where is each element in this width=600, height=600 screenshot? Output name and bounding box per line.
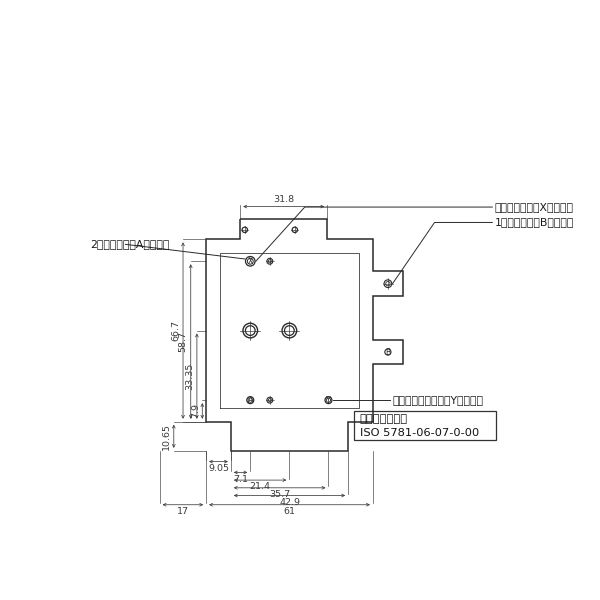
Text: 1次側ポート（Bポート）: 1次側ポート（Bポート）: [494, 217, 574, 227]
Text: 外部ドレンポート（Yポート）: 外部ドレンポート（Yポート）: [392, 395, 484, 405]
Text: ベントポート（Xポート）: ベントポート（Xポート）: [494, 202, 574, 212]
Text: 33.35: 33.35: [185, 362, 194, 390]
Text: 7.9: 7.9: [191, 403, 200, 418]
Text: 66.7: 66.7: [171, 320, 180, 341]
Text: 2次側ポート（Aポート）: 2次側ポート（Aポート）: [91, 239, 170, 250]
Bar: [354, 411, 496, 440]
Text: 61: 61: [284, 507, 296, 516]
Text: A: A: [248, 395, 253, 404]
Text: 取付面（準拠）: 取付面（準拠）: [360, 413, 408, 424]
Text: 31.8: 31.8: [273, 194, 295, 203]
Text: 9.05: 9.05: [208, 464, 229, 473]
Text: 58.7: 58.7: [179, 331, 188, 352]
Text: 10.65: 10.65: [162, 423, 171, 450]
Text: 35.7: 35.7: [269, 490, 290, 499]
Text: 7.1: 7.1: [233, 475, 248, 484]
Text: 21.4: 21.4: [250, 482, 271, 491]
Text: Y: Y: [326, 395, 331, 404]
Text: 17: 17: [177, 507, 189, 516]
Text: B: B: [385, 347, 391, 356]
Text: ISO 5781-06-07-0-00: ISO 5781-06-07-0-00: [360, 428, 479, 438]
Text: X: X: [248, 257, 253, 266]
Text: 42.9: 42.9: [279, 498, 300, 507]
